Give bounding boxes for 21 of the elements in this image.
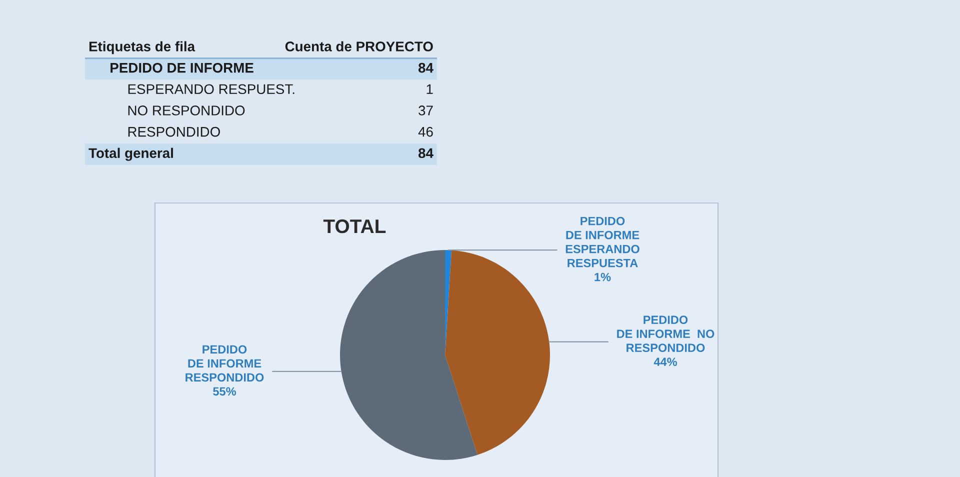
- text: 46: [418, 126, 433, 137]
- text: 84: [418, 148, 434, 158]
- slice-label: PEDIDO DE INFORME NO RESPONDIDO: [617, 316, 714, 352]
- text: ESPERANDO RESPUEST.: [128, 84, 294, 94]
- text: Cuenta de PROYECTO: [285, 41, 433, 52]
- text: Total general: [88, 148, 173, 161]
- text: RESPONDIDO: [128, 126, 220, 137]
- data-label: 1%: [594, 272, 611, 282]
- pie-slice: [445, 250, 550, 455]
- text: Etiquetas de fila: [89, 41, 196, 54]
- slice-label: PEDIDO DE INFORME RESPONDIDO: [186, 345, 264, 382]
- pie-slice: [340, 250, 478, 460]
- data-label: 55%: [213, 387, 236, 396]
- text: PEDIDO DE INFORME: [110, 62, 254, 73]
- text: 37: [418, 106, 433, 116]
- text: 84: [418, 62, 434, 73]
- text: 1: [426, 84, 433, 94]
- data-label: 44%: [654, 358, 678, 366]
- text: NO RESPONDIDO: [128, 106, 245, 116]
- slice-label: PEDIDO DE INFORME ESPERANDO RESPUESTA: [566, 216, 640, 268]
- chart-title: TOTAL: [323, 219, 386, 234]
